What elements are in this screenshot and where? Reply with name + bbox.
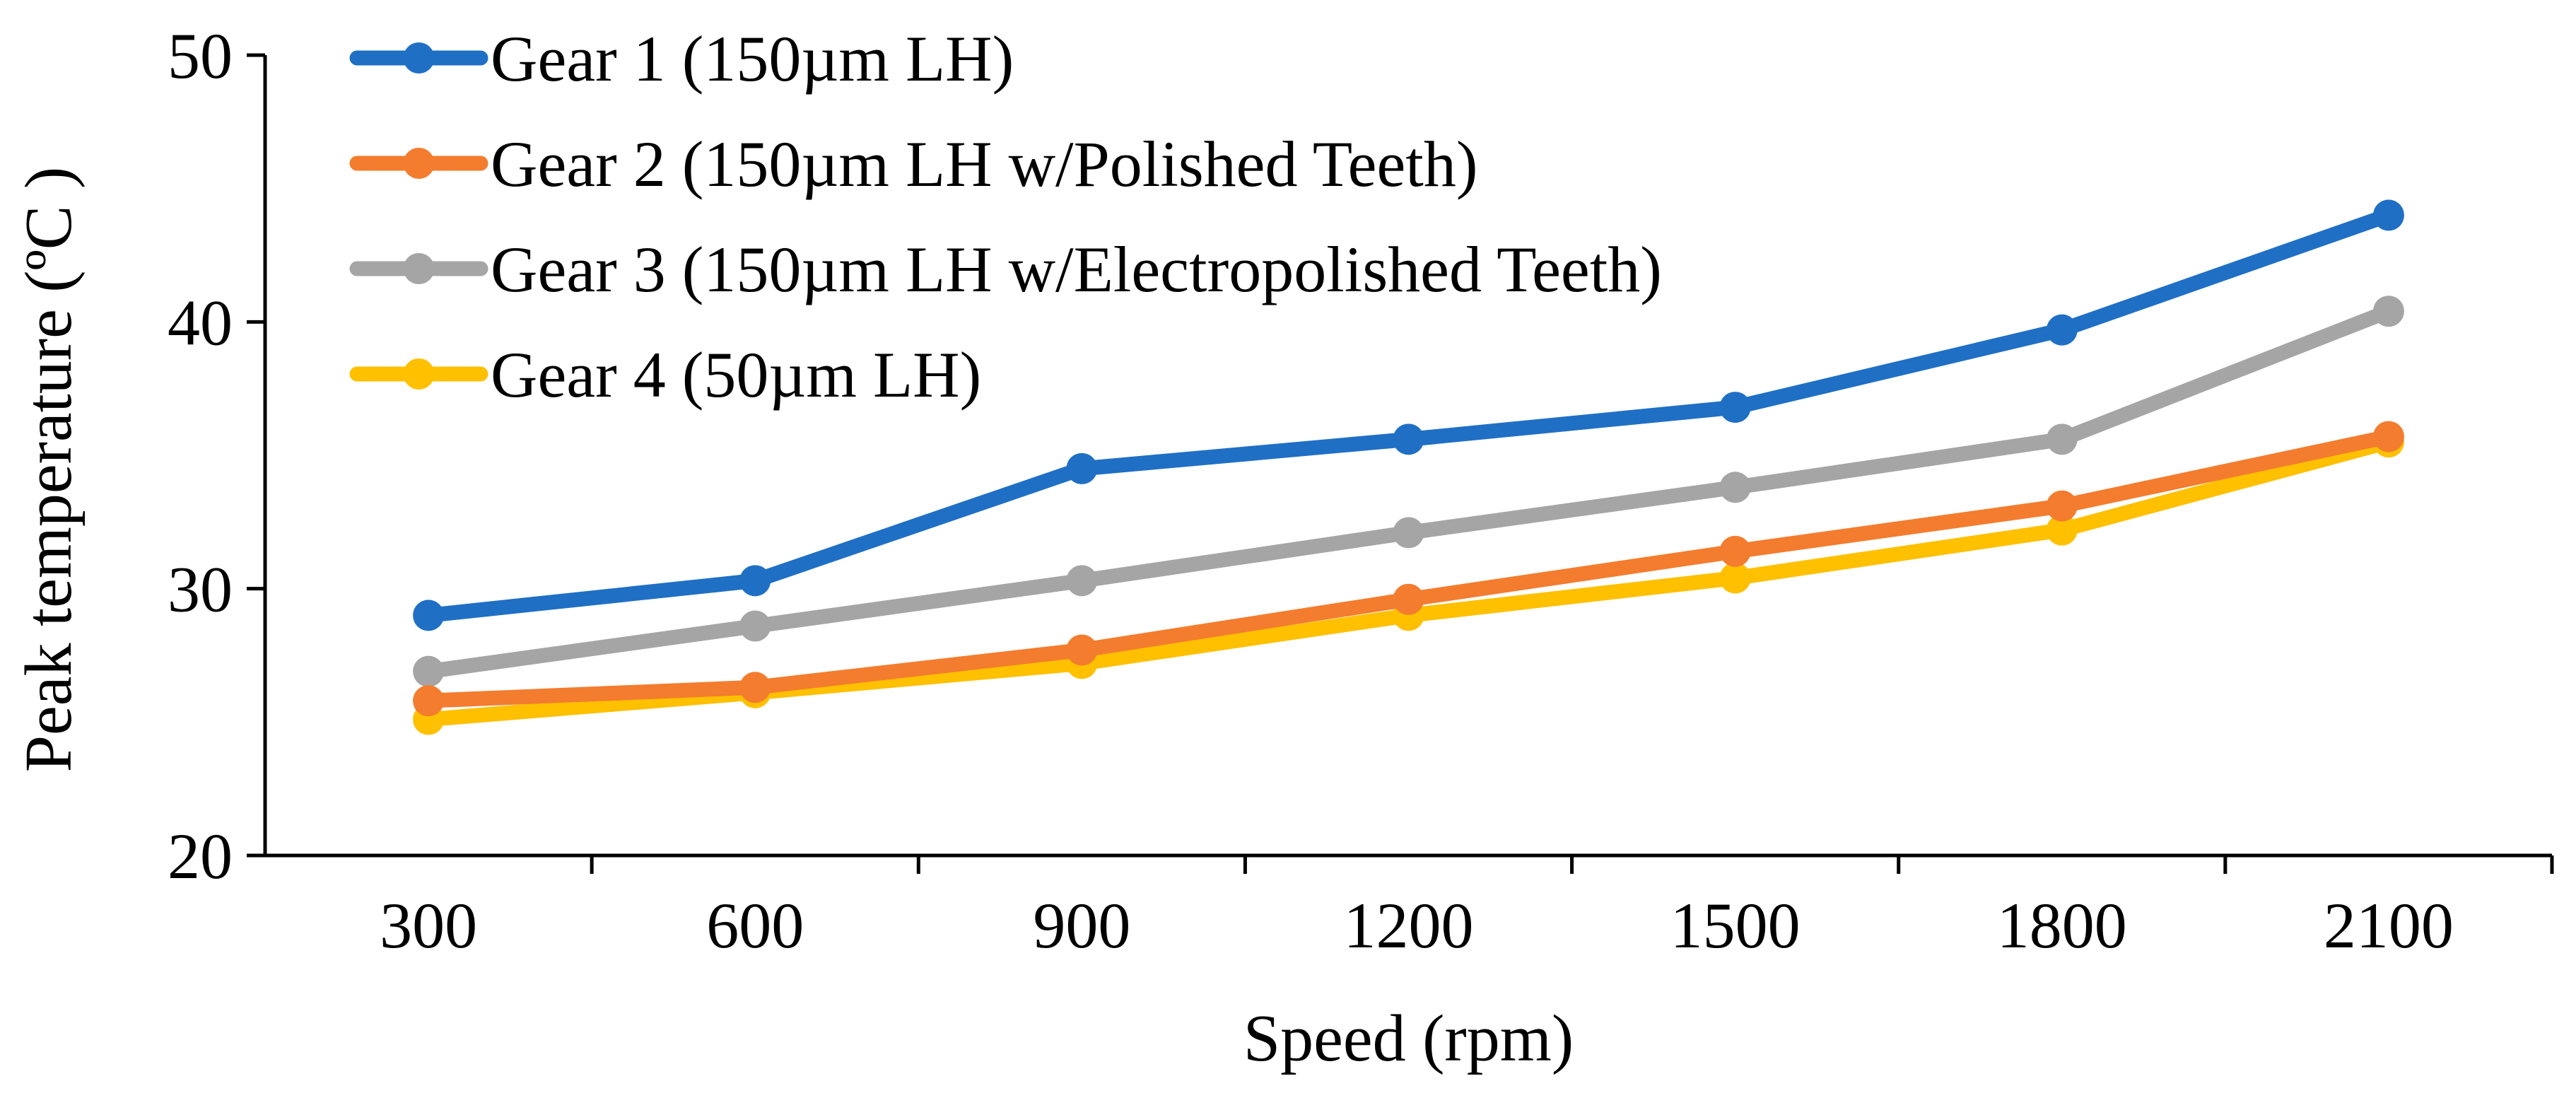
data-point [2046,423,2078,455]
x-ticks: 300 600 900 1200 1500 1800 2100 [380,855,2554,962]
data-point [413,600,445,631]
legend-entry: Gear 4 (50µm LH) [349,339,981,411]
legend-label: Gear 4 (50µm LH) [491,339,981,411]
y-ticks: 20 30 40 50 [168,20,265,892]
legend-swatch-marker [403,42,435,74]
legend-label: Gear 2 (150µm LH w/Polished Teeth) [491,128,1478,200]
data-point [1066,634,1098,666]
data-point [413,655,445,687]
data-point [1066,565,1098,597]
x-tick-label: 600 [706,889,804,962]
data-point [1719,472,1751,503]
data-point [739,672,771,703]
data-point [1393,583,1424,615]
series-layer [413,199,2404,735]
data-point [2372,421,2404,452]
legend-swatch-marker [403,253,435,284]
y-tick-label: 30 [168,554,233,626]
x-tick-label: 1500 [1670,889,1801,962]
data-point [413,685,445,717]
data-point [1066,452,1098,484]
x-tick-label: 300 [380,889,477,962]
data-point [1719,535,1751,567]
data-point [2046,314,2078,346]
data-point [1719,392,1751,423]
legend-swatch-marker [403,148,435,179]
series-2 [413,421,2404,717]
y-tick-label: 40 [168,286,233,358]
axes [263,55,2552,858]
legend-entry: Gear 3 (150µm LH w/Electropolished Teeth… [349,233,1662,305]
y-tick-label: 20 [168,820,233,892]
data-point [2046,490,2078,522]
legend-entry: Gear 2 (150µm LH w/Polished Teeth) [349,128,1478,200]
legend-entry: Gear 1 (150µm LH) [349,23,1014,95]
series-3 [413,296,2404,687]
x-tick-label: 900 [1033,889,1130,962]
x-axis-title: Speed (rpm) [1243,1002,1574,1075]
data-point [1719,562,1751,594]
y-tick-label: 50 [168,20,233,92]
series-1 [413,199,2404,631]
data-point [2372,296,2404,327]
data-point [1393,517,1424,549]
legend-label: Gear 1 (150µm LH) [491,23,1014,95]
series-line [421,429,2396,708]
data-point [739,610,771,642]
x-tick-label: 1200 [1344,889,1474,962]
legend-swatch-marker [403,358,435,390]
x-tick-label: 2100 [2324,889,2454,962]
legend: Gear 1 (150µm LH) Gear 2 (150µm LH w/Poli… [349,23,1662,411]
y-axis-title: Peak temperature (ºC ) [12,167,86,773]
data-point [739,565,771,597]
data-point [2046,514,2078,546]
data-point [1393,423,1424,455]
legend-label: Gear 3 (150µm LH w/Electropolished Teeth… [491,233,1662,305]
x-tick-label: 1800 [1997,889,2127,962]
data-point [2372,199,2404,231]
